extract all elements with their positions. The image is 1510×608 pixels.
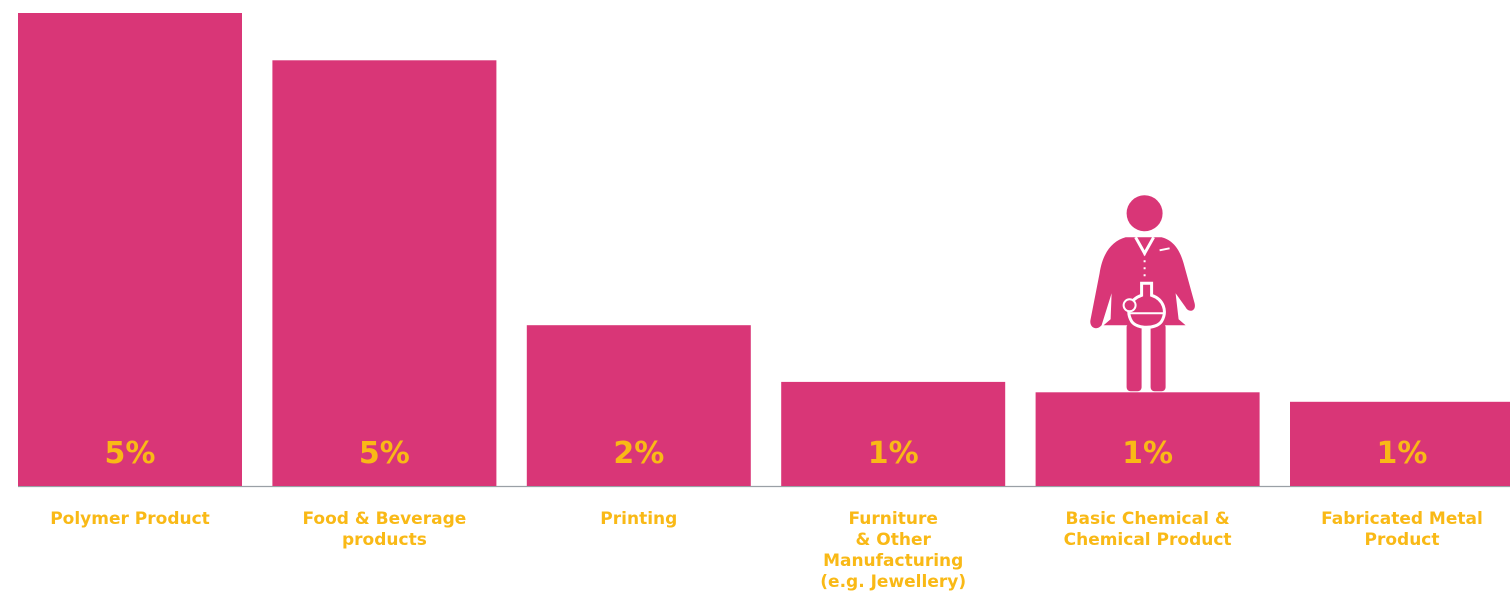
category-label-line: Food & Beverage <box>303 509 467 529</box>
category-label-line: Printing <box>600 509 677 529</box>
bar-value-label-fabricated-metal-product: 1% <box>1377 436 1428 471</box>
bar-basic-chemical-chemical-product <box>1035 392 1260 486</box>
category-label-food-beverage-products: Food & Beverage products <box>303 509 467 550</box>
category-label-fabricated-metal-product: Fabricated Metal Product <box>1321 509 1483 550</box>
category-label-polymer-product: Polymer Product <box>50 509 210 529</box>
category-label-line: Fabricated Metal <box>1321 509 1483 529</box>
bar-furniture-other-manufacturing-e-g-jewellery <box>781 381 1006 486</box>
bar-value-label-furniture-other-manufacturing-e-g-jewellery: 1% <box>868 436 919 471</box>
category-label-line: & Other <box>856 530 932 550</box>
scientist-with-flask-icon <box>1090 195 1195 392</box>
bars-layer: 5% 5% 2% 1% 1% 1% <box>18 13 1510 487</box>
category-label-basic-chemical-chemical-product: Basic Chemical & Chemical Product <box>1064 509 1232 550</box>
icon-layer <box>1090 195 1195 392</box>
category-label-line: (e.g. Jewellery) <box>820 572 966 592</box>
category-label-line: Furniture <box>849 509 938 529</box>
bar-value-label-polymer-product: 5% <box>105 436 156 471</box>
category-label-line: Product <box>1365 530 1440 550</box>
category-label-line: products <box>342 530 427 550</box>
bar-value-label-printing: 2% <box>613 436 664 471</box>
category-label-printing: Printing <box>600 509 677 529</box>
category-label-line: Basic Chemical & <box>1066 509 1230 529</box>
bar-food-beverage-products <box>272 60 497 487</box>
bar-value-label-food-beverage-products: 5% <box>359 436 410 471</box>
bar-fabricated-metal-product <box>1290 401 1510 486</box>
category-label-line: Polymer Product <box>50 509 210 529</box>
bar-printing <box>526 325 751 486</box>
category-labels-layer: Polymer Product Food & Beverage products Pr… <box>50 509 1483 592</box>
category-label-furniture-other-manufacturing-e-g-jewellery: Furniture & Other Manufacturing (e.g. Jewel… <box>820 509 966 592</box>
category-label-line: Chemical Product <box>1064 530 1232 550</box>
bar-polymer-product <box>18 13 242 486</box>
bar-value-label-basic-chemical-chemical-product: 1% <box>1122 436 1173 471</box>
category-label-line: Manufacturing <box>823 551 963 571</box>
